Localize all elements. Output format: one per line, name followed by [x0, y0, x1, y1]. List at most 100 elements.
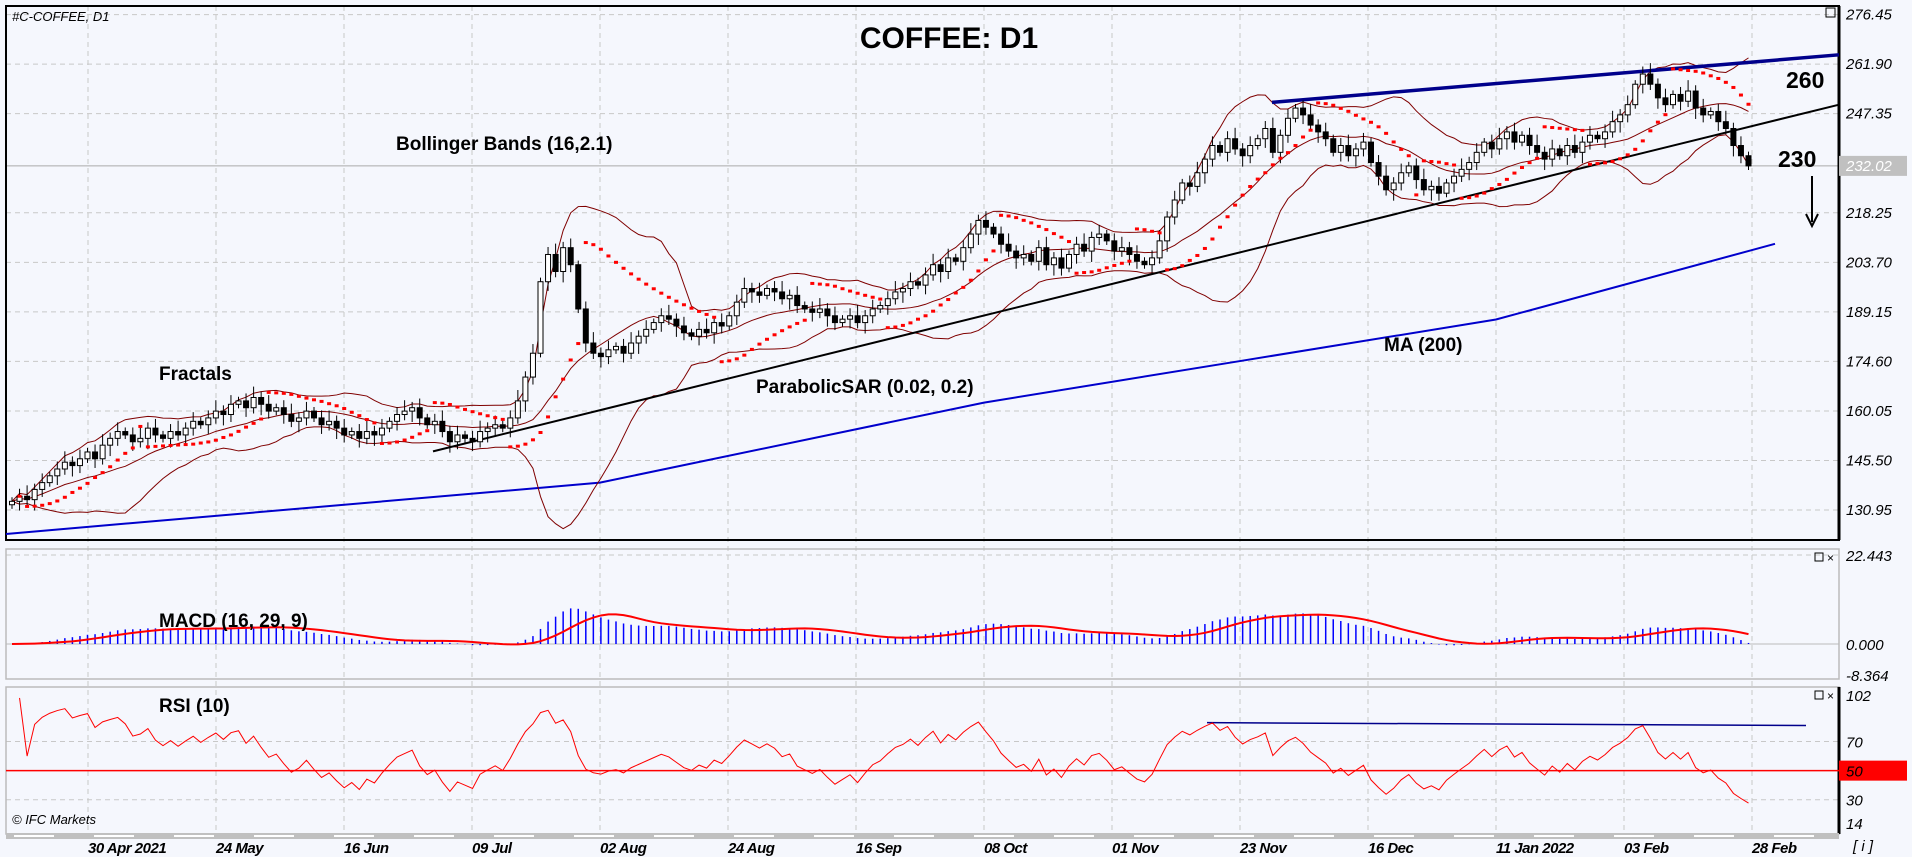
sar-dot — [1746, 102, 1751, 106]
current-price-label: 232.02 — [1845, 158, 1893, 175]
candle-body — [409, 407, 416, 412]
candle-body — [1556, 148, 1563, 157]
candle — [907, 272, 914, 297]
date-scrollbar[interactable] — [6, 833, 1839, 839]
sar-dot — [742, 353, 747, 357]
candle — [462, 430, 468, 443]
candle — [477, 420, 484, 448]
candle-body — [295, 417, 302, 422]
sar-dot — [1489, 187, 1494, 191]
candle-body — [847, 315, 854, 320]
candle-body — [424, 417, 431, 426]
candle — [1564, 138, 1571, 165]
candle — [1284, 109, 1291, 143]
sar-dot — [666, 295, 671, 299]
candle — [1239, 143, 1246, 167]
candle — [9, 497, 15, 509]
sar-dot — [372, 421, 377, 425]
candle-body — [998, 233, 1005, 245]
resistance-trendline — [1271, 53, 1840, 105]
macd-tick-label: -8.364 — [1846, 668, 1889, 685]
candle — [1020, 245, 1027, 266]
candle-body — [613, 345, 619, 351]
candle-body — [975, 219, 982, 235]
macd-tick-label: 22.443 — [1845, 548, 1893, 565]
sar-dot — [1240, 193, 1245, 197]
candle-body — [152, 427, 159, 436]
sar-dot — [1565, 127, 1570, 131]
candle-body — [1277, 134, 1284, 153]
candle — [1217, 141, 1223, 157]
candle-body — [190, 420, 197, 429]
close-rsi-icon[interactable]: × — [1827, 689, 1834, 703]
price-tick-label: 174.60 — [1846, 353, 1893, 370]
sar-dot — [455, 405, 460, 409]
candle-body — [786, 294, 793, 300]
sar-dot — [825, 283, 830, 287]
sar-dot — [1618, 157, 1623, 161]
candle-body — [582, 308, 589, 344]
sar-dot — [1671, 67, 1675, 71]
candle — [1262, 121, 1269, 148]
sar-dot — [591, 243, 596, 247]
candle — [1715, 103, 1722, 131]
candle — [1103, 229, 1110, 245]
candle — [1149, 250, 1156, 274]
candle — [190, 412, 197, 436]
sar-dot — [130, 446, 135, 450]
sar-dot — [538, 430, 543, 434]
candle-body — [446, 431, 453, 443]
candle — [801, 301, 808, 314]
candle-body — [1375, 162, 1382, 177]
candle-body — [1571, 145, 1578, 153]
maximize-rsi-icon[interactable] — [1814, 690, 1824, 700]
maximize-macd-icon[interactable] — [1814, 552, 1824, 562]
candle-body — [1028, 253, 1035, 262]
candle — [1473, 143, 1480, 171]
date-scrollbar-dash — [1694, 835, 1734, 837]
candle-body — [952, 257, 959, 262]
candle-body — [620, 345, 627, 354]
candle-body — [537, 281, 544, 354]
sar-dot — [923, 314, 928, 318]
sar-dot — [1678, 68, 1683, 72]
sar-dot — [1263, 171, 1268, 175]
candle-body — [1745, 155, 1752, 167]
info-button[interactable]: [ i ] — [1852, 838, 1874, 855]
price-tick-label: 218.25 — [1845, 205, 1893, 222]
candle-body — [1020, 253, 1027, 259]
maximize-main-icon[interactable] — [1825, 7, 1836, 18]
candle — [998, 226, 1005, 254]
sar-dot — [953, 291, 958, 295]
candle-body — [1564, 145, 1571, 157]
sar-dot — [1044, 228, 1049, 232]
sar-dot — [651, 287, 656, 291]
candle-body — [107, 437, 114, 446]
candle — [635, 330, 642, 354]
down-arrow-icon — [1805, 176, 1819, 229]
candle — [1171, 190, 1178, 225]
sar-dot — [1051, 232, 1056, 236]
candle-body — [92, 451, 99, 460]
date-tick-label: 30 Apr 2021 — [88, 840, 166, 857]
sar-dot — [1097, 268, 1102, 272]
candle-body — [1179, 182, 1186, 201]
candle — [575, 260, 582, 314]
sar-dot — [342, 407, 347, 411]
sar-dot — [296, 394, 301, 398]
candle-body — [280, 407, 287, 416]
candle-body — [560, 247, 567, 273]
close-macd-icon[interactable]: × — [1827, 551, 1834, 565]
level-260-label: 260 — [1786, 67, 1824, 93]
candle-body — [1662, 97, 1669, 106]
candle-body — [1247, 145, 1254, 157]
sar-dot — [1467, 196, 1472, 200]
candle — [1232, 127, 1239, 155]
candle-body — [1073, 243, 1080, 255]
sar-dot — [1452, 163, 1457, 167]
candle — [1368, 138, 1374, 167]
sar-dot — [1520, 166, 1524, 170]
sar-dot — [417, 432, 422, 436]
candle-body — [1292, 107, 1299, 119]
candle-body — [1707, 110, 1714, 116]
